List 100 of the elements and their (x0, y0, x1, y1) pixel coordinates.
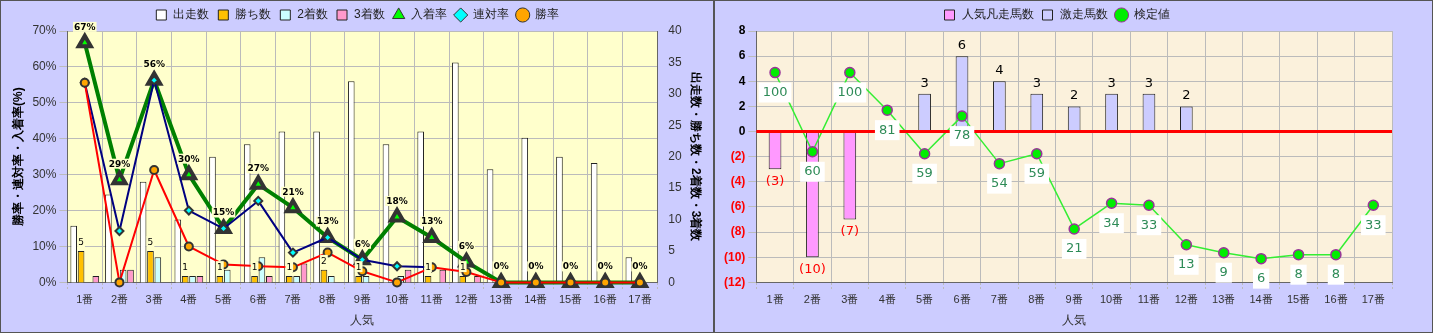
data-label: 4 (995, 62, 1004, 78)
data-label: 34 (1103, 214, 1120, 230)
x-tick-label: 7番 (990, 293, 1008, 306)
data-label: 33 (1365, 216, 1382, 232)
x-tick-label: 17番 (628, 293, 652, 306)
x-tick-label: 1番 (766, 293, 784, 306)
y2-tick-label: 0 (668, 274, 676, 289)
data-label: 100 (762, 83, 788, 99)
y-tick-label: (10) (724, 249, 746, 264)
x-tick-label: 15番 (1286, 293, 1311, 306)
x-tick-label: 2番 (803, 293, 821, 306)
legend-label: 勝率 (534, 7, 559, 22)
x-tick-label: 4番 (878, 293, 896, 306)
x-tick-label: 14番 (1249, 293, 1273, 306)
data-label: 59 (1028, 165, 1046, 181)
data-label: 3 (920, 74, 929, 90)
x-tick-label: 8番 (1028, 293, 1046, 306)
data-label: (7) (840, 223, 860, 239)
data-label: 13 (1178, 256, 1195, 272)
data-label: 27% (247, 163, 270, 174)
data-label: 78 (953, 127, 971, 143)
legend-label: 出走数 (173, 7, 210, 22)
data-label: 8 (1331, 266, 1341, 282)
y-tick-label: 0 (738, 123, 746, 138)
data-label: 1 (286, 261, 293, 272)
x-tick-label: 12番 (454, 293, 479, 306)
x-tick-label: 17番 (1361, 293, 1385, 306)
y2-axis-title: 出走数・勝ち数・2着数・3着数 (689, 72, 704, 243)
data-label: 33 (1140, 216, 1158, 232)
legend-label: 連対率 (472, 7, 509, 22)
data-label: 67% (73, 21, 96, 32)
legend-label: 検定値 (1133, 7, 1170, 22)
x-tick-label: 9番 (1065, 293, 1083, 306)
data-label: 6 (1256, 270, 1266, 286)
data-label: 0% (562, 261, 579, 272)
y-tick-label: (8) (730, 224, 746, 239)
x-tick-label: 7番 (284, 293, 302, 306)
data-label: 21 (1065, 240, 1083, 256)
data-label: 30% (178, 153, 200, 164)
data-label: 5 (78, 236, 84, 247)
data-label: 1 (459, 261, 466, 272)
y-tick-label: 20% (32, 202, 57, 217)
legend-label: 勝ち数 (235, 7, 272, 22)
data-label: 2 (1182, 87, 1191, 103)
y-tick-label: (2) (730, 149, 746, 164)
data-label: 1 (425, 261, 431, 272)
data-label: 1 (182, 261, 189, 272)
y-tick-label: (4) (730, 174, 746, 189)
x-tick-label: 10番 (1099, 293, 1124, 306)
y2-tick-label: 5 (668, 243, 676, 258)
data-label: 2 (321, 255, 327, 266)
data-label: 2 (1070, 87, 1079, 103)
y-tick-label: 50% (32, 95, 57, 110)
y-tick-label: 8 (738, 23, 746, 38)
x-tick-label: 14番 (524, 293, 548, 306)
data-label: 3 (1144, 74, 1154, 90)
y-tick-label: 2 (738, 98, 746, 113)
data-label: 100 (837, 83, 863, 99)
data-label: 15% (212, 207, 235, 218)
y-tick-label: 70% (32, 23, 57, 38)
y2-tick-label: 10 (668, 211, 682, 226)
x-tick-label: 13番 (1212, 293, 1236, 306)
x-tick-label: 16番 (1324, 293, 1348, 306)
y2-tick-label: 15 (668, 180, 682, 195)
x-tick-label: 13番 (489, 293, 513, 306)
data-label: 29% (108, 158, 131, 169)
data-label: 6% (354, 238, 370, 249)
x-tick-label: 11番 (420, 293, 443, 306)
data-label: 6 (957, 37, 967, 53)
x-tick-label: 10番 (385, 293, 409, 306)
data-label: 1 (355, 261, 362, 272)
data-label: 13% (316, 216, 339, 227)
data-label: 8 (1294, 266, 1303, 282)
y2-tick-label: 30 (668, 86, 682, 101)
legend-label: 2着数 (297, 7, 329, 22)
data-label: (10) (799, 261, 826, 277)
data-label: 13% (420, 216, 443, 227)
y-tick-label: (12) (724, 274, 746, 289)
x-tick-label: 6番 (249, 293, 267, 306)
y-tick-label: 10% (32, 238, 57, 253)
x-tick-label: 3番 (145, 293, 163, 306)
data-label: 81 (878, 121, 896, 137)
x-tick-label: 16番 (593, 293, 617, 306)
x-axis-title: 人気 (1062, 313, 1087, 328)
data-label: 3 (1032, 74, 1041, 90)
y2-tick-label: 25 (668, 117, 682, 132)
data-label: 54 (991, 175, 1008, 190)
data-label: (3) (765, 173, 785, 189)
y-tick-label: 60% (32, 59, 57, 74)
legend-label: 入着率 (410, 7, 447, 22)
data-label: 21% (282, 186, 304, 197)
x-tick-label: 11番 (1137, 293, 1161, 306)
data-label: 9 (1219, 264, 1228, 280)
legend-label: 激走馬数 (1059, 7, 1108, 22)
y2-tick-label: 40 (668, 23, 682, 38)
y-tick-label: 0% (39, 274, 57, 289)
y-axis-title: 勝率・連対率・入着率(%) (10, 87, 25, 228)
data-label: 1 (217, 261, 223, 272)
legend-label: 3着数 (354, 7, 385, 22)
data-label: 59 (916, 165, 933, 181)
